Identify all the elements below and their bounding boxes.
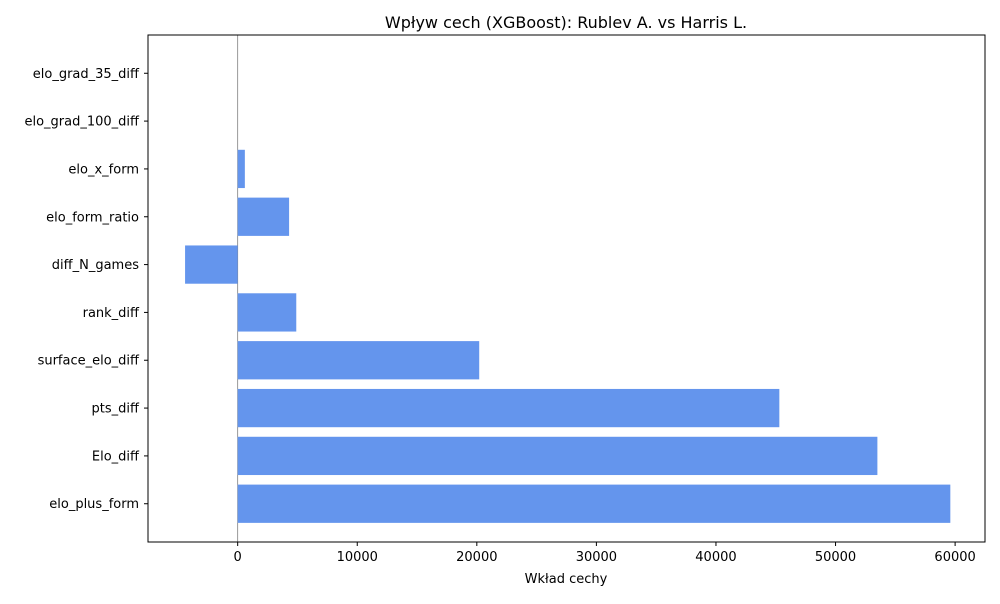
y-tick-label: surface_elo_diff bbox=[38, 354, 140, 369]
bar-diff_N_games bbox=[185, 245, 238, 284]
y-tick-label: pts_diff bbox=[92, 402, 140, 417]
bar-pts_diff bbox=[237, 388, 780, 428]
y-tick-label: elo_grad_35_diff bbox=[33, 67, 140, 82]
bar-elo_plus_form bbox=[237, 484, 951, 523]
chart-title: Wpływ cech (XGBoost): Rublev A. vs Harri… bbox=[385, 13, 747, 32]
x-tick-label: 30000 bbox=[576, 550, 617, 565]
y-tick-label: Elo_diff bbox=[92, 449, 140, 464]
x-tick-label: 40000 bbox=[695, 550, 736, 565]
y-tick-label: diff_N_games bbox=[52, 258, 139, 273]
x-tick-label: 10000 bbox=[337, 550, 378, 565]
bar-rank_diff bbox=[237, 293, 297, 332]
x-tick-label: 20000 bbox=[456, 550, 497, 565]
x-axis-label: Wkład cechy bbox=[525, 572, 608, 587]
bar-elo_form_ratio bbox=[237, 197, 290, 236]
y-axis: elo_grad_35_diff elo_grad_100_diff elo_x_f… bbox=[24, 67, 148, 512]
bar-elo_x_form bbox=[237, 149, 245, 189]
x-tick-label: 60000 bbox=[934, 550, 975, 565]
plot-frame bbox=[147, 34, 986, 543]
bars-group bbox=[185, 149, 951, 523]
y-tick-label: rank_diff bbox=[83, 306, 140, 321]
x-axis: 0 10000 20000 30000 40000 50000 60000 bbox=[234, 542, 976, 565]
x-tick-label: 0 bbox=[234, 550, 242, 565]
bar-surface_elo_diff bbox=[237, 341, 480, 380]
y-tick-label: elo_x_form bbox=[68, 162, 139, 177]
y-tick-label: elo_plus_form bbox=[49, 497, 139, 512]
y-tick-label: elo_form_ratio bbox=[46, 210, 139, 225]
x-tick-label: 50000 bbox=[815, 550, 856, 565]
bar-Elo_diff bbox=[237, 436, 878, 476]
y-tick-label: elo_grad_100_diff bbox=[24, 115, 140, 130]
